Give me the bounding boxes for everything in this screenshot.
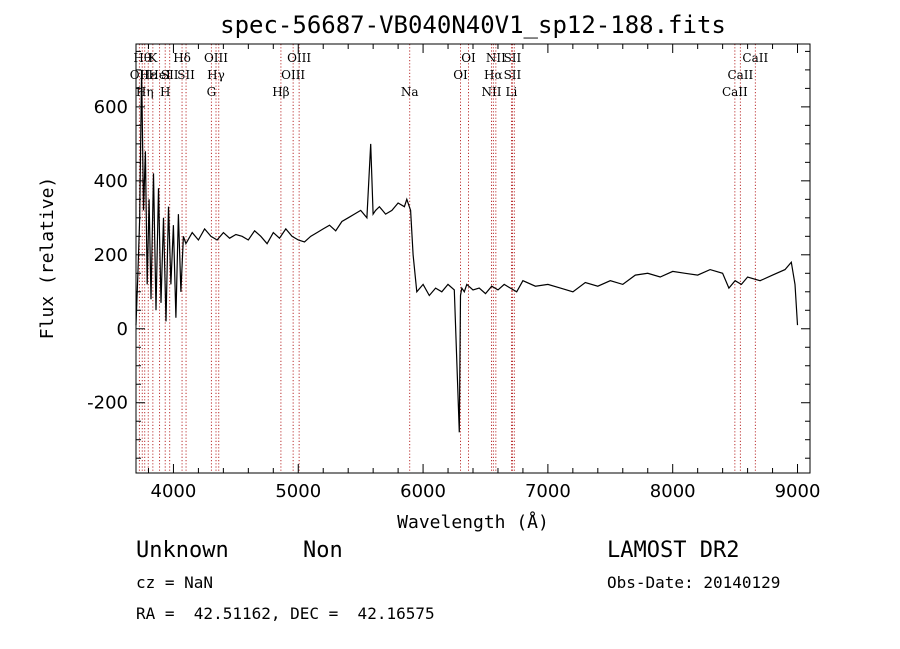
- spectral-line-label: Li: [506, 85, 518, 99]
- x-axis-label: Wavelength (Å): [397, 511, 549, 533]
- spectral-line-label: OII: [130, 68, 150, 82]
- x-tick-label: 5000: [275, 481, 321, 502]
- spectral-line-label: Hη: [136, 85, 154, 99]
- y-tick-label: 600: [94, 97, 128, 118]
- spectral-line-label: OI: [453, 68, 468, 82]
- coordinates: RA = 42.51162, DEC = 42.16575: [136, 604, 435, 623]
- spectral-line-label: HeI: [148, 68, 171, 82]
- spectral-line-label: Hε: [140, 68, 157, 82]
- spectral-line-label: H: [160, 85, 170, 99]
- line-markers: [138, 44, 756, 473]
- spectral-line-label: SII: [161, 68, 179, 82]
- spectral-line-label: Hα: [484, 68, 503, 82]
- x-tick-label: 9000: [775, 481, 821, 502]
- spectral-line-label: SII: [504, 51, 522, 65]
- spectral-line-label: Hβ: [272, 85, 289, 99]
- x-tick-label: 8000: [650, 481, 696, 502]
- spectral-line-label: NII: [486, 51, 506, 65]
- plot-frame: [135, 43, 811, 474]
- spectral-line-label: CaII: [722, 85, 748, 99]
- spectral-line-label: OIII: [287, 51, 311, 65]
- spectral-line-label: K: [148, 51, 158, 65]
- x-axis-ticks: 4000 5000 6000 7000 8000 9000: [147, 44, 821, 502]
- y-tick-label: 200: [94, 245, 128, 266]
- x-tick-label: 4000: [151, 481, 197, 502]
- spectral-line-label: Na: [401, 85, 419, 99]
- spectral-line-label: SII: [177, 68, 195, 82]
- spectral-line-label: OI: [461, 51, 476, 65]
- spectral-line-label: SII: [504, 68, 522, 82]
- spectral-line-label: CaII: [727, 68, 753, 82]
- x-tick-label: 6000: [400, 481, 446, 502]
- spectral-line-label: OIII: [204, 51, 228, 65]
- line-labels: OII Hθ Hη Hε K HeI H SII Hδ SII G OIII Hγ Hβ OIII OIII N…: [130, 51, 769, 99]
- spectral-line-label: Hγ: [207, 68, 225, 82]
- spectral-line-label: Hδ: [173, 51, 191, 65]
- y-axis-label: Flux (relative): [37, 177, 58, 340]
- spectral-line-label: Hθ: [133, 51, 151, 65]
- spectral-line-label: OIII: [281, 68, 305, 82]
- object-subclass: Non: [303, 538, 343, 563]
- y-tick-label: 400: [94, 171, 128, 192]
- survey-name: LAMOST DR2: [607, 538, 740, 563]
- y-axis-ticks: -200 0 200 400 600: [87, 50, 810, 459]
- spectral-line-label: G: [207, 85, 217, 99]
- redshift-cz: cz = NaN: [136, 573, 214, 592]
- spectral-line-label: CaII: [742, 51, 768, 65]
- x-tick-label: 7000: [525, 481, 571, 502]
- y-tick-label: -200: [87, 393, 128, 414]
- chart-title: spec-56687-VB040N40V1_sp12-188.fits: [220, 11, 726, 39]
- object-class: Unknown: [136, 538, 229, 563]
- spectral-line-label: NII: [481, 85, 501, 99]
- y-tick-label: 0: [117, 319, 128, 340]
- spectrum-series-line: [135, 69, 799, 433]
- observation-date: Obs-Date: 20140129: [607, 573, 781, 592]
